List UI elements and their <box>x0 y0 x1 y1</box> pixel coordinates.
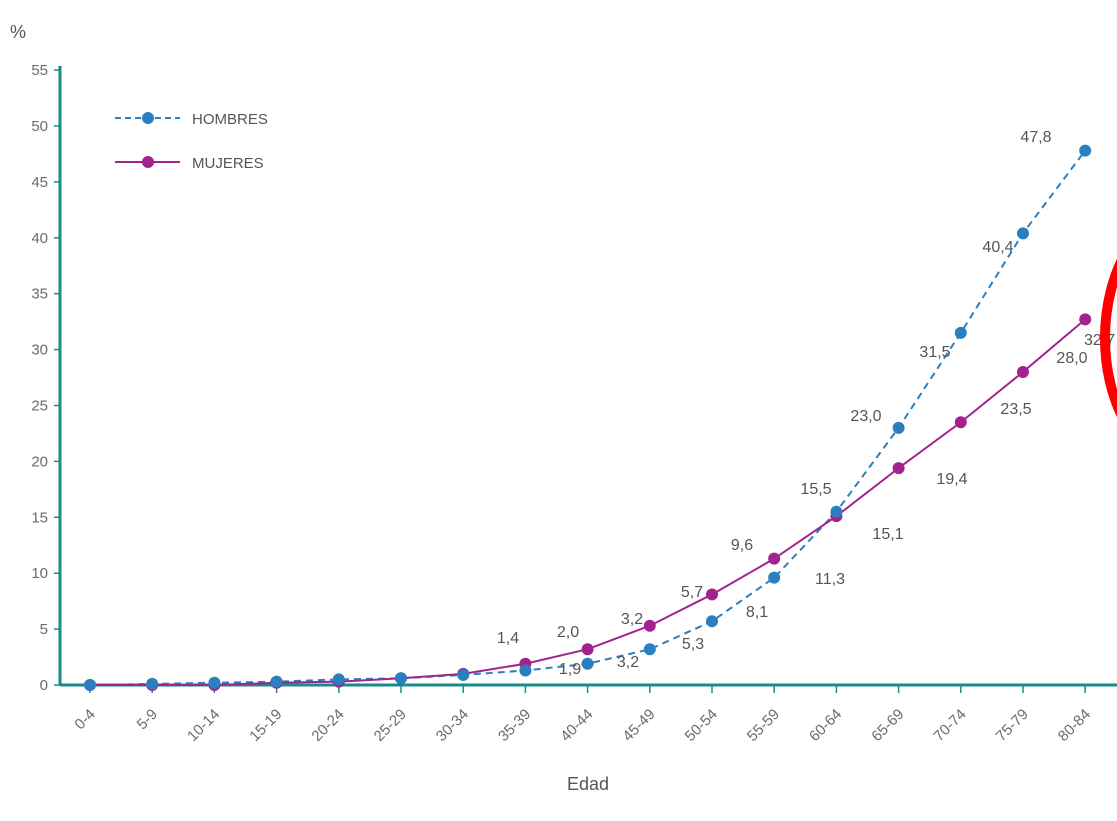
legend-label-mujeres: MUJERES <box>192 155 264 172</box>
point-hombres <box>954 326 967 339</box>
y-tick-label: 25 <box>31 398 48 415</box>
x-tick-label: 60-64 <box>806 706 845 745</box>
data-label-mujeres: 11,3 <box>815 571 845 588</box>
legend-marker-mujeres <box>142 156 154 168</box>
series-line-mujeres <box>90 318 1086 686</box>
data-label-hombres: 47,8 <box>1020 129 1051 146</box>
point-hombres <box>706 615 718 628</box>
point-mujeres <box>954 416 967 429</box>
y-tick-label: 10 <box>31 565 48 582</box>
data-label-hombres: 1,9 <box>559 661 581 678</box>
data-label-mujeres: 8,1 <box>746 604 768 621</box>
legend-marker-hombres <box>142 112 154 124</box>
data-label-mujeres: 3,2 <box>621 611 643 628</box>
point-hombres <box>457 668 470 681</box>
data-label-mujeres-last: 32,7 <box>1084 332 1115 349</box>
y-tick-label: 30 <box>31 342 48 359</box>
data-label-mujeres: 1,4 <box>497 630 519 647</box>
point-mujeres <box>1079 313 1092 326</box>
point-hombres <box>519 664 532 677</box>
point-hombres <box>892 421 905 434</box>
y-tick-label: 45 <box>31 174 48 191</box>
data-label-mujeres: 19,4 <box>936 471 967 488</box>
point-hombres <box>1017 227 1029 240</box>
data-label-mujeres: 15,1 <box>872 526 903 543</box>
y-tick-label: 35 <box>31 286 48 303</box>
annotation-layer <box>1100 258 1117 418</box>
data-label-hombres: 5,7 <box>681 584 703 601</box>
data-label-mujeres: 2,0 <box>557 624 579 641</box>
series-line-hombres <box>89 149 1086 686</box>
data-label-hombres: 23,0 <box>850 408 881 425</box>
y-axis-title: % <box>10 22 26 42</box>
point-mujeres <box>892 462 905 475</box>
point-hombres <box>830 505 843 518</box>
point-hombres <box>332 673 345 686</box>
y-tick-label: 5 <box>40 621 48 638</box>
series-layer <box>84 144 1092 691</box>
x-tick-label: 55-59 <box>744 706 783 745</box>
point-mujeres <box>706 588 718 601</box>
data-label-mujeres: 5,3 <box>682 636 704 653</box>
x-tick-label: 50-54 <box>682 706 721 745</box>
point-hombres <box>84 679 96 691</box>
data-labels: 1,9 3,2 5,7 9,6 15,5 23,0 31,5 40,4 47,8 1,4 2,0 3,… <box>497 129 1115 678</box>
data-label-hombres: 3,2 <box>617 654 639 671</box>
point-hombres <box>146 677 159 690</box>
x-axis-title: Edad <box>567 774 609 794</box>
x-tick-label: 10-14 <box>184 706 223 745</box>
data-label-hombres: 15,5 <box>800 481 831 498</box>
data-label-hombres: 40,4 <box>982 239 1013 256</box>
y-tick-label: 20 <box>31 453 48 470</box>
data-label-mujeres: 28,0 <box>1056 350 1087 367</box>
point-hombres <box>395 672 407 685</box>
legend-label-hombres: HOMBRES <box>192 111 268 128</box>
point-hombres <box>270 675 283 688</box>
y-tick-label: 55 <box>31 62 48 79</box>
x-tick-label: 45-49 <box>619 706 658 745</box>
y-tick-label: 40 <box>31 230 48 247</box>
point-hombres <box>581 657 594 670</box>
x-tick-label: 40-44 <box>557 706 596 745</box>
legend: HOMBRES MUJERES <box>115 111 268 172</box>
axes: 0 5 10 15 20 25 30 35 40 45 50 55% 0-4 5-9 10-14 15-19 2… <box>10 22 1117 794</box>
x-tick-label: 70-74 <box>930 706 969 745</box>
point-mujeres <box>1017 365 1029 378</box>
y-tick-label: 50 <box>31 118 48 135</box>
point-mujeres <box>768 552 781 565</box>
x-tick-label: 75-79 <box>993 706 1032 745</box>
x-tick-label: 5-9 <box>134 706 161 733</box>
x-tick-label: 0-4 <box>71 706 98 733</box>
y-tick-label: 0 <box>40 677 48 694</box>
point-hombres <box>1079 144 1092 157</box>
point-mujeres <box>581 643 594 656</box>
data-label-hombres: 31,5 <box>919 344 950 361</box>
red-circle-annotation <box>1100 258 1117 418</box>
point-mujeres <box>643 619 656 632</box>
point-hombres <box>208 676 221 689</box>
x-tick-label: 25-29 <box>371 706 410 745</box>
point-hombres <box>643 643 656 656</box>
data-label-mujeres: 23,5 <box>1000 401 1031 418</box>
x-tick-label: 20-24 <box>308 706 347 745</box>
y-tick-label: 15 <box>31 509 48 526</box>
point-hombres <box>768 571 781 584</box>
x-tick-label: 65-69 <box>868 706 907 745</box>
x-tick-label: 35-39 <box>495 706 534 745</box>
x-tick-label: 30-34 <box>433 706 472 745</box>
x-tick-label: 80-84 <box>1055 706 1094 745</box>
x-tick-label: 15-19 <box>246 706 285 745</box>
data-label-hombres: 9,6 <box>731 537 753 554</box>
